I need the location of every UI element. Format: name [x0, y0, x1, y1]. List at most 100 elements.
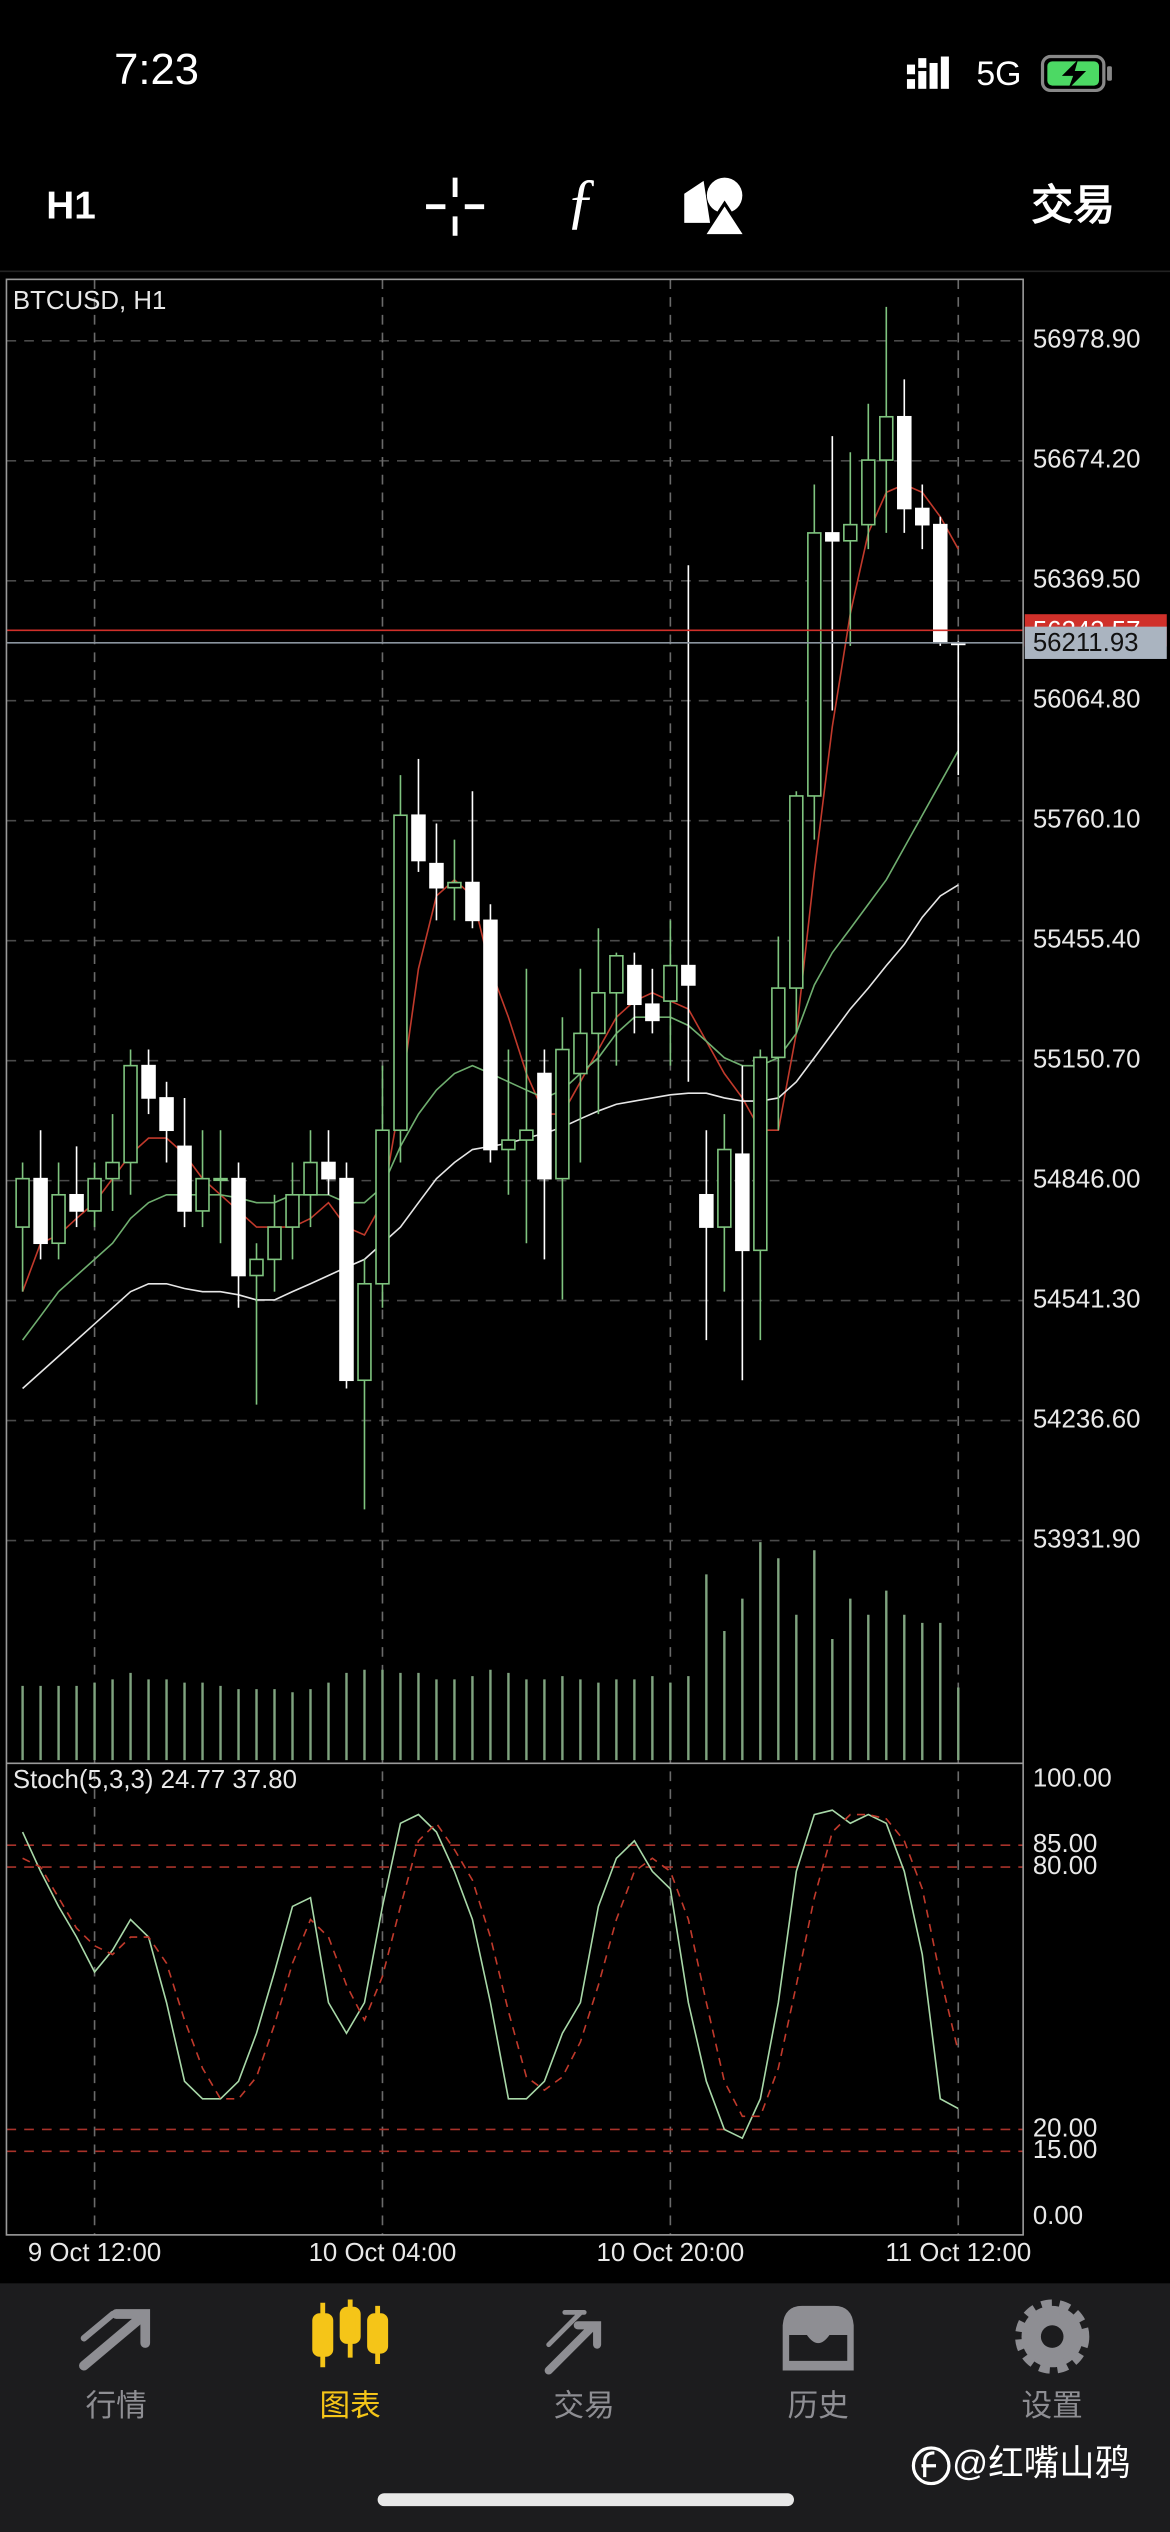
- candle-body: [501, 1139, 516, 1151]
- y-tick-label: 56978.90: [1033, 326, 1141, 354]
- candle-body: [195, 1177, 210, 1212]
- candle-body: [123, 1064, 138, 1164]
- y-tick-label: 85.00: [1033, 1830, 1098, 1858]
- y-tick-label: 80.00: [1033, 1852, 1098, 1880]
- y-tick-label: 20.00: [1033, 2114, 1098, 2142]
- stochastic-line: [22, 1813, 960, 2118]
- candle-body: [627, 964, 642, 1006]
- trade-button[interactable]: 交易: [1031, 181, 1115, 228]
- candle-body: [33, 1177, 48, 1245]
- objects-button[interactable]: [684, 177, 749, 238]
- bid-label-box: [1024, 626, 1167, 659]
- bid-label: 56211.93: [1033, 629, 1139, 657]
- candle-body: [15, 1177, 30, 1228]
- candle-body: [825, 532, 840, 542]
- candle-body: [753, 1056, 768, 1252]
- candle-body: [573, 1032, 588, 1075]
- candle-body: [933, 523, 948, 644]
- candle-body: [807, 532, 822, 797]
- network-label: 5G: [976, 55, 1021, 93]
- timeframe-button[interactable]: H1: [46, 185, 96, 228]
- settings-tab-icon[interactable]: [1015, 2299, 1090, 2374]
- candle-body: [375, 1129, 390, 1285]
- candle-body: [303, 1161, 318, 1196]
- candle-body: [447, 881, 462, 889]
- y-tick-label: 56369.50: [1033, 566, 1141, 594]
- watermark-logo: [911, 2446, 951, 2486]
- y-tick-label: 15.00: [1033, 2136, 1098, 2164]
- candle-body: [555, 1048, 570, 1180]
- candle-body: [141, 1064, 156, 1099]
- candle-body: [681, 964, 696, 986]
- indicators-button[interactable]: ƒ: [566, 167, 597, 235]
- battery-icon: [1040, 54, 1112, 93]
- y-tick-label: 56674.20: [1033, 446, 1141, 474]
- candle-body: [699, 1193, 714, 1228]
- x-tick-label: 10 Oct 04:00: [309, 2239, 457, 2267]
- x-tick-label: 9 Oct 12:00: [28, 2239, 161, 2267]
- candle-body: [231, 1177, 246, 1277]
- candle-body: [177, 1145, 192, 1212]
- y-tick-label: 0.00: [1033, 2202, 1083, 2230]
- candle-body: [483, 919, 498, 1151]
- candle-body: [87, 1177, 102, 1212]
- history-tab-icon[interactable]: [782, 2305, 854, 2371]
- tab-label[interactable]: 行情: [86, 2389, 147, 2423]
- candle-body: [537, 1072, 552, 1180]
- candle-body: [213, 1177, 228, 1182]
- watermark: @红嘴山鸦: [952, 2443, 1130, 2483]
- y-tick-label: 55150.70: [1033, 1045, 1141, 1073]
- candle-body: [879, 415, 894, 461]
- tab-label[interactable]: 图表: [320, 2389, 381, 2423]
- candle-body: [393, 814, 408, 1132]
- y-tick-label: 100.00: [1033, 1764, 1112, 1792]
- stochastic-line: [21, 1809, 959, 2140]
- candle-body: [519, 1129, 534, 1141]
- tab-label[interactable]: 交易: [554, 2389, 615, 2423]
- candle-body: [69, 1193, 84, 1212]
- candle-body: [357, 1282, 372, 1382]
- candle-body: [663, 964, 678, 1002]
- candle-body: [735, 1153, 750, 1252]
- y-tick-label: 56064.80: [1033, 686, 1141, 714]
- y-tick-label: 55455.40: [1033, 926, 1141, 954]
- trade-tab-icon[interactable]: [544, 2309, 602, 2375]
- chart-area: 56978.90 56674.20 56369.50 56064.80 55760.10…: [6, 279, 1167, 2267]
- candle-body: [411, 814, 426, 862]
- chart-title: BTCUSD, H1: [13, 287, 166, 315]
- quotes-tab-icon[interactable]: [79, 2309, 151, 2371]
- candle-body: [159, 1097, 174, 1132]
- candle-body: [267, 1226, 282, 1261]
- candle-body: [51, 1193, 66, 1245]
- x-tick-label: 11 Oct 12:00: [885, 2239, 1031, 2267]
- candle-body: [843, 523, 858, 542]
- y-tick-label: 54541.30: [1033, 1285, 1141, 1313]
- candle-body: [285, 1193, 300, 1228]
- y-tick-label: 54236.60: [1033, 1405, 1141, 1433]
- candle-body: [717, 1148, 732, 1228]
- candle-body: [645, 1003, 660, 1022]
- candle-body: [861, 459, 876, 526]
- candle-body: [429, 862, 444, 889]
- candle-body: [591, 992, 606, 1035]
- chart-tab-icon[interactable]: [312, 2299, 389, 2368]
- crosshair-button[interactable]: [426, 177, 485, 236]
- candle-body: [339, 1177, 354, 1382]
- candle-body: [105, 1161, 120, 1180]
- candle-body: [249, 1258, 264, 1277]
- chart-frame: [5, 278, 1024, 2236]
- candle-body: [789, 795, 804, 989]
- y-tick-label: 55760.10: [1033, 806, 1141, 834]
- tab-labels: 行情 图表 交易 历史 设置: [86, 2389, 1083, 2423]
- home-indicator: [377, 2493, 794, 2507]
- status-time: 7:23: [114, 46, 199, 94]
- candle-body: [465, 881, 480, 922]
- candle-body: [915, 507, 930, 526]
- signal-icon: [906, 56, 949, 89]
- tab-label[interactable]: 设置: [1022, 2389, 1083, 2423]
- tab-label[interactable]: 历史: [788, 2389, 849, 2423]
- candle-body: [897, 415, 912, 510]
